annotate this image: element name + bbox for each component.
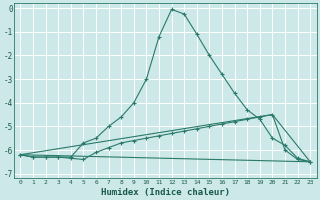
X-axis label: Humidex (Indice chaleur): Humidex (Indice chaleur) — [101, 188, 230, 197]
